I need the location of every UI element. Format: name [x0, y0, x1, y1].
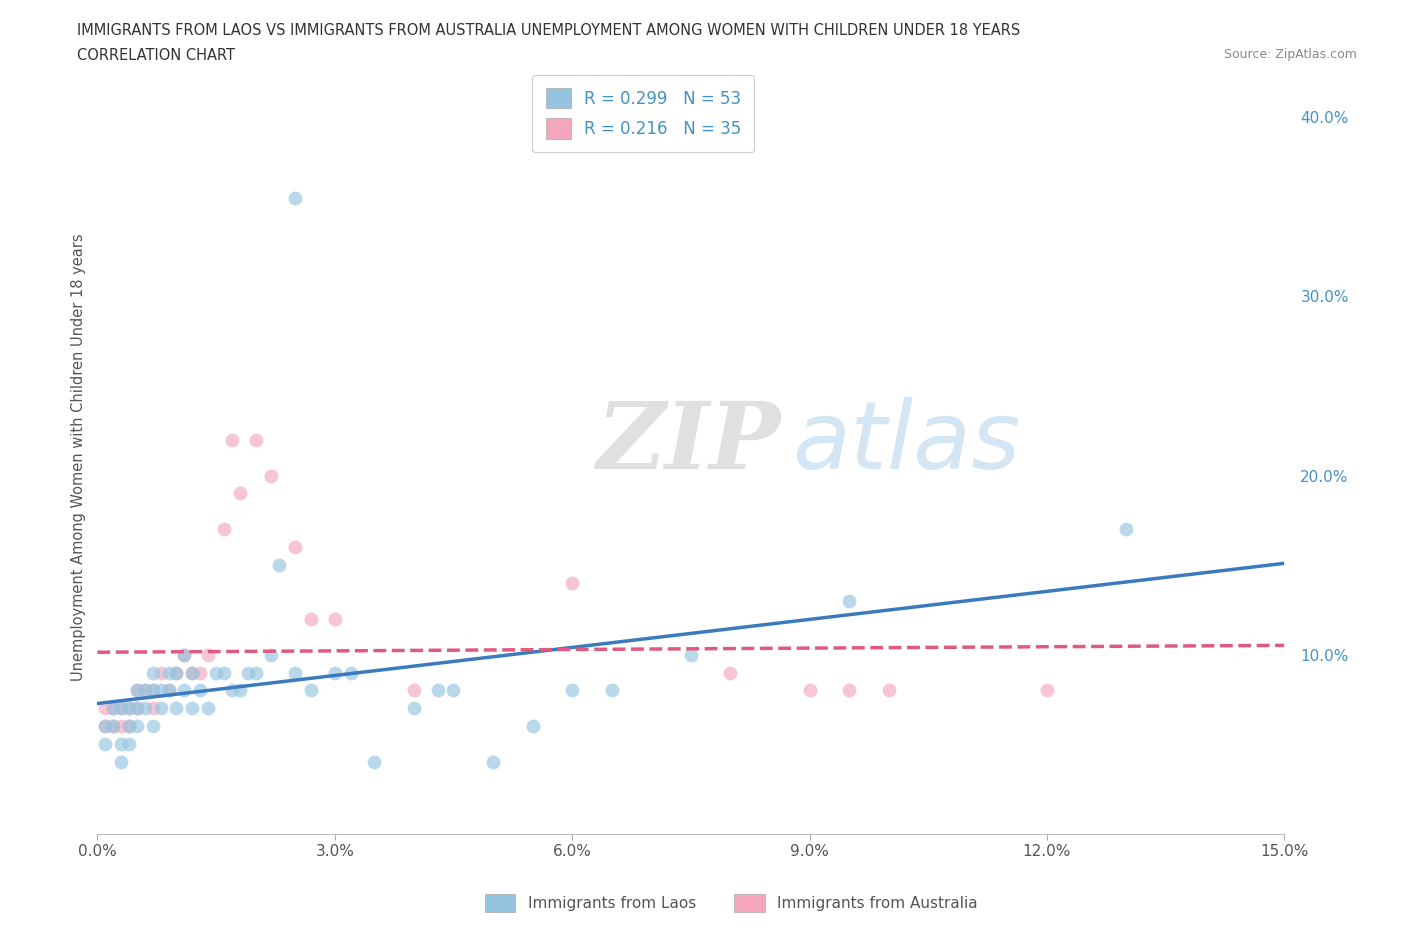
Point: [134, 701, 156, 716]
Text: CORRELATION CHART: CORRELATION CHART: [77, 48, 235, 63]
Point: [269, 558, 291, 573]
Point: [118, 701, 141, 716]
Point: [221, 432, 243, 447]
Point: [125, 701, 148, 716]
Point: [94, 737, 117, 751]
Legend: Immigrants from Laos, Immigrants from Australia: Immigrants from Laos, Immigrants from Au…: [478, 888, 984, 918]
Point: [229, 486, 252, 501]
Point: [125, 701, 148, 716]
Point: [118, 719, 141, 734]
Point: [181, 665, 204, 680]
Point: [142, 665, 165, 680]
Point: [101, 719, 124, 734]
Point: [118, 737, 141, 751]
Point: [173, 647, 195, 662]
Point: [212, 522, 235, 537]
Point: [181, 701, 204, 716]
Point: [284, 665, 307, 680]
Point: [118, 719, 141, 734]
Point: [299, 683, 322, 698]
Point: [181, 665, 204, 680]
Point: [166, 665, 188, 680]
Point: [110, 701, 132, 716]
Point: [236, 665, 259, 680]
Text: IMMIGRANTS FROM LAOS VS IMMIGRANTS FROM AUSTRALIA UNEMPLOYMENT AMONG WOMEN WITH : IMMIGRANTS FROM LAOS VS IMMIGRANTS FROM …: [77, 23, 1021, 38]
Text: atlas: atlas: [792, 397, 1019, 488]
Point: [173, 683, 195, 698]
Point: [877, 683, 900, 698]
Point: [157, 665, 180, 680]
Point: [94, 719, 117, 734]
Point: [142, 701, 165, 716]
Point: [197, 701, 219, 716]
Point: [339, 665, 361, 680]
Text: Source: ZipAtlas.com: Source: ZipAtlas.com: [1223, 48, 1357, 61]
Point: [149, 665, 172, 680]
Point: [142, 683, 165, 698]
Point: [188, 665, 211, 680]
Point: [245, 665, 267, 680]
Point: [142, 683, 165, 698]
Point: [118, 701, 141, 716]
Point: [125, 719, 148, 734]
Point: [561, 683, 583, 698]
Point: [125, 683, 148, 698]
Point: [299, 611, 322, 626]
Point: [173, 647, 195, 662]
Point: [110, 737, 132, 751]
Text: ZIP: ZIP: [596, 397, 780, 487]
Point: [94, 701, 117, 716]
Point: [323, 611, 346, 626]
Point: [679, 647, 702, 662]
Point: [1036, 683, 1059, 698]
Point: [101, 701, 124, 716]
Point: [110, 701, 132, 716]
Point: [212, 665, 235, 680]
Point: [197, 647, 219, 662]
Point: [134, 683, 156, 698]
Point: [110, 754, 132, 769]
Point: [363, 754, 385, 769]
Point: [482, 754, 505, 769]
Point: [799, 683, 821, 698]
Point: [205, 665, 228, 680]
Point: [522, 719, 544, 734]
Point: [110, 719, 132, 734]
Point: [94, 719, 117, 734]
Point: [157, 683, 180, 698]
Point: [221, 683, 243, 698]
Point: [229, 683, 252, 698]
Point: [101, 701, 124, 716]
Legend: R = 0.299   N = 53, R = 0.216   N = 35: R = 0.299 N = 53, R = 0.216 N = 35: [533, 74, 755, 153]
Point: [260, 647, 283, 662]
Point: [260, 468, 283, 483]
Point: [443, 683, 465, 698]
Point: [166, 665, 188, 680]
Point: [323, 665, 346, 680]
Point: [1115, 522, 1137, 537]
Point: [188, 683, 211, 698]
Point: [561, 576, 583, 591]
Point: [134, 683, 156, 698]
Point: [284, 191, 307, 206]
Point: [157, 683, 180, 698]
Point: [166, 701, 188, 716]
Y-axis label: Unemployment Among Women with Children Under 18 years: Unemployment Among Women with Children U…: [72, 233, 86, 682]
Point: [838, 683, 860, 698]
Point: [245, 432, 267, 447]
Point: [402, 701, 425, 716]
Point: [838, 593, 860, 608]
Point: [284, 539, 307, 554]
Point: [149, 701, 172, 716]
Point: [600, 683, 623, 698]
Point: [142, 719, 165, 734]
Point: [125, 683, 148, 698]
Point: [426, 683, 449, 698]
Point: [149, 683, 172, 698]
Point: [101, 719, 124, 734]
Point: [402, 683, 425, 698]
Point: [718, 665, 741, 680]
